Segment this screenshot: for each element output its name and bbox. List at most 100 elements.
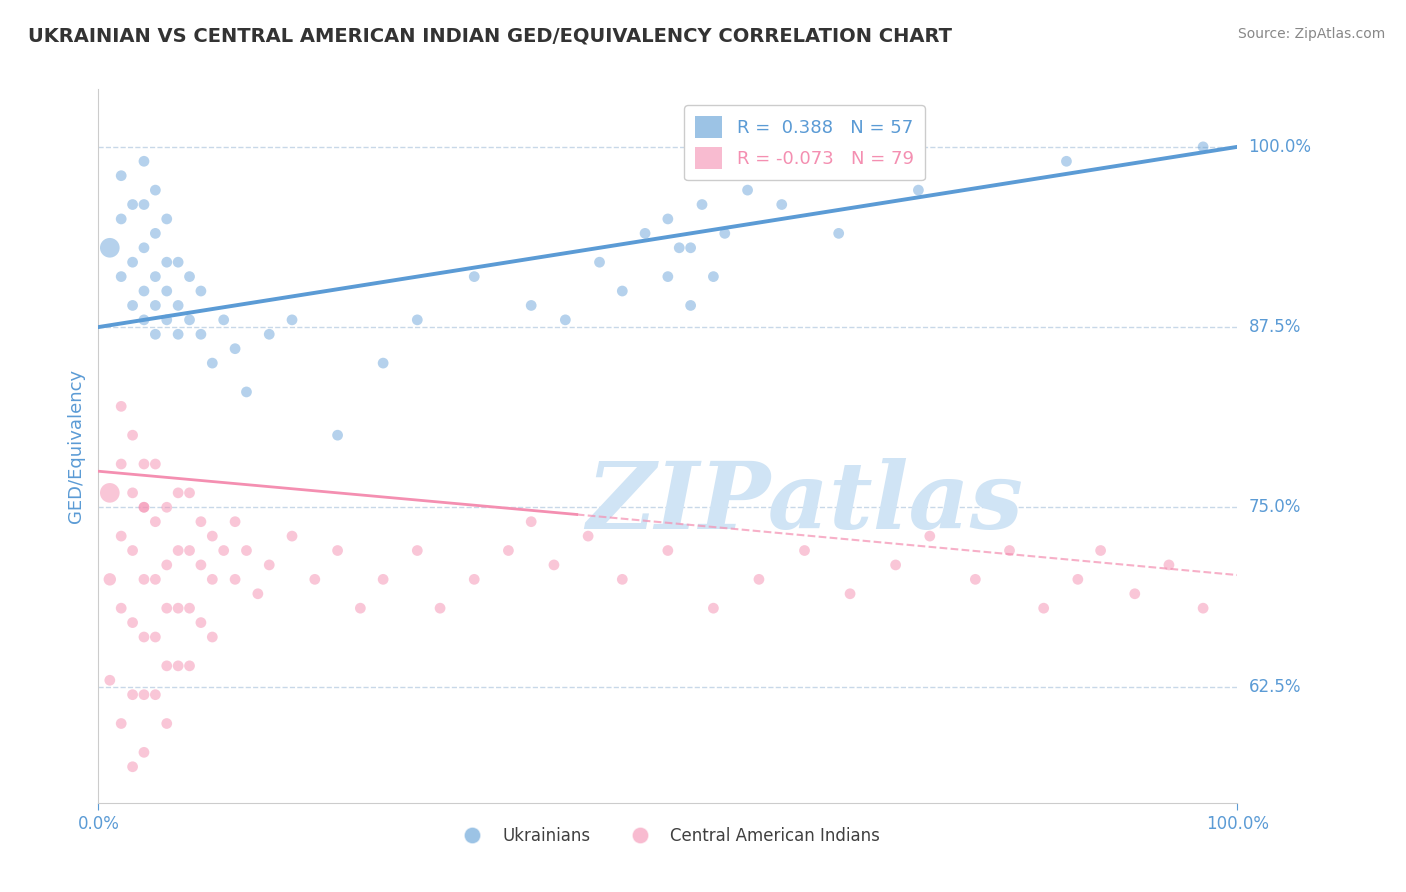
Point xyxy=(179,313,201,327)
Point xyxy=(145,515,167,529)
Point xyxy=(121,486,143,500)
Point xyxy=(145,327,167,342)
Point xyxy=(156,313,179,327)
Point xyxy=(132,500,155,515)
Point xyxy=(110,169,132,183)
Point xyxy=(121,615,143,630)
Point xyxy=(179,486,201,500)
Point xyxy=(132,284,155,298)
Point xyxy=(543,558,565,572)
Point xyxy=(167,486,190,500)
Point xyxy=(110,457,132,471)
Point xyxy=(371,356,394,370)
Point xyxy=(156,716,179,731)
Point xyxy=(110,529,132,543)
Point xyxy=(190,284,212,298)
Point xyxy=(167,298,190,312)
Point xyxy=(793,543,815,558)
Point xyxy=(132,630,155,644)
Text: 87.5%: 87.5% xyxy=(1249,318,1301,336)
Point xyxy=(121,255,143,269)
Point xyxy=(132,241,155,255)
Point xyxy=(132,688,155,702)
Point xyxy=(679,298,702,312)
Point xyxy=(224,342,246,356)
Point xyxy=(1067,572,1090,586)
Point xyxy=(201,529,224,543)
Point xyxy=(132,313,155,327)
Point xyxy=(235,543,257,558)
Point xyxy=(156,500,179,515)
Point xyxy=(657,269,679,284)
Point xyxy=(520,298,543,312)
Point xyxy=(167,255,190,269)
Point xyxy=(145,457,167,471)
Point xyxy=(371,572,394,586)
Point xyxy=(110,601,132,615)
Point xyxy=(612,284,634,298)
Point xyxy=(304,572,326,586)
Point xyxy=(179,269,201,284)
Point xyxy=(612,572,634,586)
Point xyxy=(121,197,143,211)
Point xyxy=(132,500,155,515)
Point xyxy=(212,313,235,327)
Point xyxy=(190,515,212,529)
Point xyxy=(839,587,862,601)
Point xyxy=(498,543,520,558)
Point xyxy=(918,529,941,543)
Text: 100.0%: 100.0% xyxy=(1249,138,1312,156)
Point xyxy=(224,515,246,529)
Point xyxy=(429,601,451,615)
Point xyxy=(1090,543,1112,558)
Point xyxy=(770,197,793,211)
Point xyxy=(201,630,224,644)
Point xyxy=(463,572,485,586)
Point xyxy=(156,658,179,673)
Point xyxy=(520,515,543,529)
Point xyxy=(121,543,143,558)
Text: Source: ZipAtlas.com: Source: ZipAtlas.com xyxy=(1237,27,1385,41)
Point xyxy=(121,688,143,702)
Point xyxy=(259,327,281,342)
Point xyxy=(690,197,713,211)
Point xyxy=(167,601,190,615)
Point xyxy=(132,197,155,211)
Point xyxy=(132,457,155,471)
Legend: Ukrainians, Central American Indians: Ukrainians, Central American Indians xyxy=(449,821,887,852)
Point xyxy=(965,572,987,586)
Point xyxy=(326,543,349,558)
Point xyxy=(201,356,224,370)
Point xyxy=(145,269,167,284)
Point xyxy=(246,587,269,601)
Point xyxy=(156,255,179,269)
Point xyxy=(145,572,167,586)
Point xyxy=(212,543,235,558)
Point xyxy=(121,298,143,312)
Text: 62.5%: 62.5% xyxy=(1249,679,1301,697)
Point xyxy=(132,572,155,586)
Point xyxy=(167,327,190,342)
Point xyxy=(702,601,724,615)
Point xyxy=(714,227,737,241)
Point xyxy=(406,543,429,558)
Point xyxy=(1054,154,1078,169)
Point xyxy=(156,284,179,298)
Point xyxy=(1032,601,1054,615)
Point xyxy=(576,529,599,543)
Point xyxy=(98,486,121,500)
Point xyxy=(679,241,702,255)
Point xyxy=(463,269,485,284)
Point xyxy=(190,327,212,342)
Point xyxy=(132,154,155,169)
Point xyxy=(190,615,212,630)
Point xyxy=(110,269,132,284)
Point xyxy=(121,760,143,774)
Text: 75.0%: 75.0% xyxy=(1249,499,1301,516)
Point xyxy=(657,543,679,558)
Point xyxy=(224,572,246,586)
Point xyxy=(145,630,167,644)
Point xyxy=(1123,587,1146,601)
Point xyxy=(98,673,121,688)
Point xyxy=(1192,140,1215,154)
